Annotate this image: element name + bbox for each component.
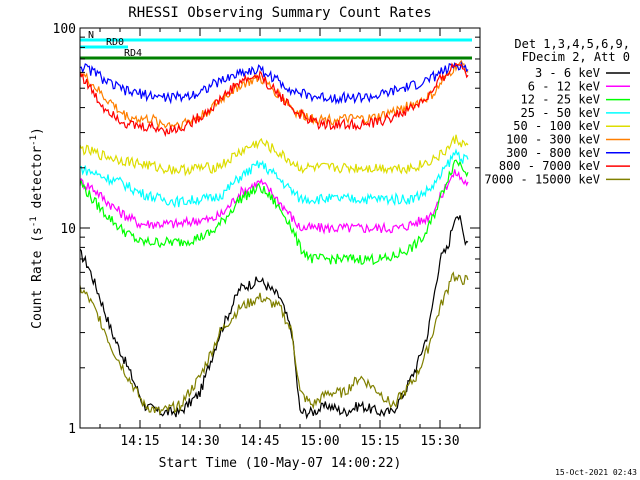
series-line-4 xyxy=(79,134,469,177)
flag-label-rd4: RD4 xyxy=(124,48,142,59)
series-line-0 xyxy=(79,215,469,420)
ticks-layer: 14:15 14:30 14:45 15:00 15:15 15:30 1 10 100 xyxy=(53,22,480,449)
legend-label-5: 100 - 300 keV xyxy=(506,133,600,147)
series-line-1 xyxy=(79,169,469,235)
flag-label-rd0: RD0 xyxy=(106,37,124,48)
legend-label-8: 7000 - 15000 keV xyxy=(484,172,600,186)
legend-header-1: Det 1,3,4,5,6,9, xyxy=(514,37,630,51)
y-tick-label-1: 10 xyxy=(60,222,76,237)
series-line-8 xyxy=(79,271,469,416)
chart-title: RHESSI Observing Summary Count Rates xyxy=(128,5,431,21)
x-tick-label-0: 14:15 xyxy=(120,434,159,449)
flag-label-n: N xyxy=(88,30,94,41)
legend-label-4: 50 - 100 keV xyxy=(513,119,600,133)
series-line-2 xyxy=(79,159,469,266)
x-tick-label-5: 15:30 xyxy=(420,434,459,449)
x-tick-label-2: 14:45 xyxy=(240,434,279,449)
footer-timestamp: 15-Oct-2021 02:43 xyxy=(555,468,637,477)
y-axis-label-main: Count Rate (s xyxy=(30,227,45,329)
y-tick-label-2: 100 xyxy=(53,22,76,37)
legend: Det 1,3,4,5,6,9, FDecim 2, Att 0 3 - 6 k… xyxy=(484,37,630,186)
x-tick-label-3: 15:00 xyxy=(300,434,339,449)
y-axis-label-exp: -1 xyxy=(29,216,39,227)
series-line-6 xyxy=(79,60,469,105)
legend-label-6: 300 - 800 keV xyxy=(506,146,600,160)
x-tick-label-1: 14:30 xyxy=(180,434,219,449)
series-line-5 xyxy=(79,59,469,130)
y-axis-label-tail: detector xyxy=(30,146,45,217)
x-axis-label: Start Time (10-May-07 14:00:22) xyxy=(159,456,402,471)
legend-label-7: 800 - 7000 keV xyxy=(499,159,600,173)
legend-label-1: 6 - 12 keV xyxy=(528,79,600,93)
y-axis-label-end: ) xyxy=(30,127,45,135)
legend-label-3: 25 - 50 keV xyxy=(521,106,600,120)
legend-label-0: 3 - 6 keV xyxy=(535,66,600,80)
y-tick-label-0: 1 xyxy=(68,422,76,437)
series-line-7 xyxy=(79,62,469,138)
legend-header-2: FDecim 2, Att 0 xyxy=(522,50,630,64)
y-axis-label-exp2: -1 xyxy=(29,135,39,146)
y-axis-label: Count Rate (s-1 detector-1) xyxy=(29,127,45,329)
x-tick-label-4: 15:15 xyxy=(360,434,399,449)
series-line-3 xyxy=(79,148,469,209)
legend-label-2: 12 - 25 keV xyxy=(521,93,600,107)
